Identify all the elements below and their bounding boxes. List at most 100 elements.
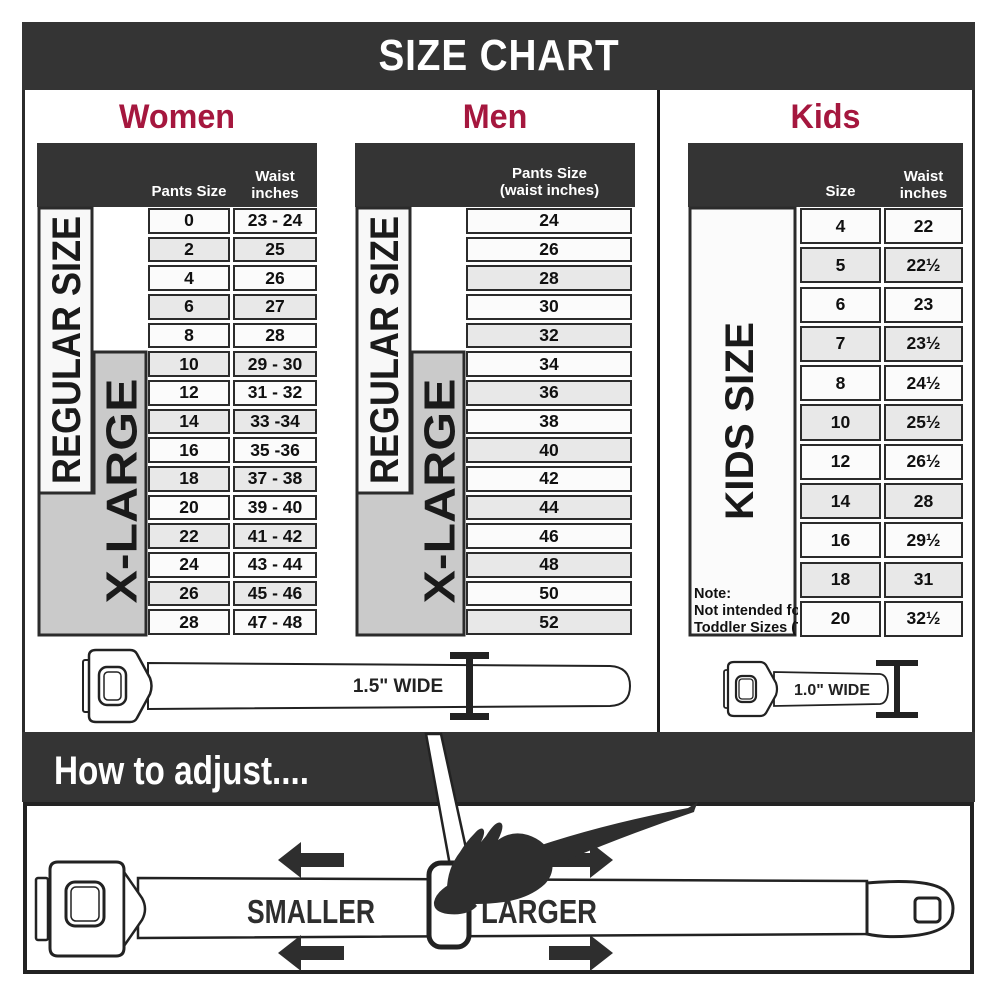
women-pants-size-cell: 24 xyxy=(148,551,230,578)
men-pants-size-cell: 52 xyxy=(466,609,632,635)
kids-belt-illustration: 1.0" WIDE xyxy=(723,660,918,718)
adjust-buckle-hole-inner xyxy=(70,886,100,922)
women-pants-size-cell: 2 xyxy=(148,236,230,263)
kids-waist-cell: 25½ xyxy=(884,404,963,441)
women-pants-size-cell: 28 xyxy=(148,609,230,635)
men-col-header: Pants Size (waist inches) xyxy=(499,164,600,199)
kids-title: Kids xyxy=(790,98,861,136)
kids-width-measure-mark xyxy=(876,660,918,718)
hand-thumb xyxy=(433,882,477,915)
kids-size-cell: 10 xyxy=(800,404,881,441)
men-pants-size-cell: 34 xyxy=(466,351,632,378)
kids-waist-column: 22 22½ 23 23½ 24½ 25½ 26½ 28 29½ 31 32½ xyxy=(884,208,963,637)
page-title: SIZE CHART xyxy=(377,31,620,80)
women-pants-size-column: 0 2 4 6 8 10 12 14 16 18 20 22 24 26 28 xyxy=(148,208,230,635)
kids-size-cell: 16 xyxy=(800,522,881,559)
kids-size-cell: 7 xyxy=(800,325,881,363)
panel-divider xyxy=(657,90,660,732)
kids-waist-cell: 29½ xyxy=(884,522,963,559)
women-title: Women xyxy=(118,98,236,136)
hand-icon xyxy=(446,822,553,904)
men-pants-size-cell: 38 xyxy=(466,408,632,435)
men-title: Men xyxy=(462,98,528,136)
kids-size-cell: 5 xyxy=(800,247,881,284)
kids-waist-cell: 32½ xyxy=(884,600,963,637)
women-waist-cell: 28 xyxy=(233,322,317,349)
adjust-banner xyxy=(22,732,975,802)
women-waist-cell: 45 - 46 xyxy=(233,580,317,607)
men-xlarge-label: X-LARGE xyxy=(416,379,465,604)
men-pants-size-cell: 32 xyxy=(466,322,632,349)
women-waist-cell: 25 xyxy=(233,236,317,263)
kids-buckle-hole-inner xyxy=(738,678,754,700)
men-size-group-labels: REGULAR SIZE X-LARGE xyxy=(355,206,466,637)
kids-waist-cell: 26½ xyxy=(884,443,963,480)
men-pants-size-cell: 28 xyxy=(466,265,632,292)
adult-belt-illustration: 1.5" WIDE xyxy=(82,648,632,724)
women-regular-label: REGULAR SIZE xyxy=(45,216,89,484)
men-pants-size-cell: 30 xyxy=(466,293,632,320)
men-pants-size-cell: 50 xyxy=(466,580,632,607)
kids-size-group-labels: KIDS SIZE Note: Not intended for Toddler… xyxy=(688,206,798,637)
how-to-adjust-section: How to adjust.... SMALLER LARGER xyxy=(22,732,975,974)
kids-size-cell: 20 xyxy=(800,600,881,637)
kids-size-cell: 6 xyxy=(800,286,881,323)
kids-size-region xyxy=(688,206,797,637)
direction-arrows xyxy=(278,842,613,971)
women-pants-size-cell: 12 xyxy=(148,379,230,406)
men-pants-size-cell: 26 xyxy=(466,236,632,263)
kids-waist-cell: 31 xyxy=(884,561,963,598)
kids-waist-cell: 22½ xyxy=(884,247,963,284)
kids-note-line3: Toddler Sizes (T) xyxy=(694,620,798,636)
adjust-title: How to adjust.... xyxy=(54,749,309,793)
kids-belt-width-label: 1.0" WIDE xyxy=(794,682,870,699)
men-pants-size-column: 24 26 28 30 32 34 36 38 40 42 44 46 48 5… xyxy=(466,208,632,635)
men-pants-size-cell: 36 xyxy=(466,379,632,406)
men-pants-size-cell: 24 xyxy=(466,208,632,234)
adult-belt-width-label: 1.5" WIDE xyxy=(353,676,443,697)
women-pants-size-cell: 6 xyxy=(148,293,230,320)
adult-width-measure-mark xyxy=(450,652,489,720)
kids-size-cell: 18 xyxy=(800,561,881,598)
kids-waist-cell: 23½ xyxy=(884,325,963,363)
adjust-buckle-latch xyxy=(122,867,147,951)
women-waist-cell: 39 - 40 xyxy=(233,494,317,521)
women-waist-cell: 23 - 24 xyxy=(233,208,317,234)
women-waist-cell: 33 -34 xyxy=(233,408,317,435)
kids-note-line1: Note: xyxy=(694,586,731,602)
kids-waist-cell: 28 xyxy=(884,482,963,520)
men-pants-size-cell: 40 xyxy=(466,437,632,464)
women-waist-cell: 35 -36 xyxy=(233,437,317,464)
women-waist-cell: 41 - 42 xyxy=(233,523,317,550)
women-pants-size-cell: 20 xyxy=(148,494,230,521)
kids-col1-header: Size xyxy=(825,182,856,200)
women-pants-size-cell: 14 xyxy=(148,408,230,435)
women-size-group-labels: REGULAR SIZE X-LARGE xyxy=(37,206,148,637)
kids-size-cell: 14 xyxy=(800,482,881,520)
larger-arrow-top xyxy=(549,842,613,878)
kids-table-header: Size Waist inches xyxy=(688,143,963,207)
smaller-arrow-top xyxy=(278,842,344,878)
adjust-buckle-tab xyxy=(34,876,50,942)
women-pants-size-cell: 10 xyxy=(148,351,230,378)
men-regular-label: REGULAR SIZE xyxy=(363,216,407,484)
kids-waist-cell: 23 xyxy=(884,286,963,323)
women-pants-size-cell: 18 xyxy=(148,465,230,492)
kids-buckle-hole xyxy=(734,674,758,704)
kids-belt-strap xyxy=(773,671,889,707)
women-pants-size-cell: 26 xyxy=(148,580,230,607)
men-pants-size-cell: 44 xyxy=(466,494,632,521)
adult-buckle-hole-inner xyxy=(103,671,122,701)
belt-end-plate-hole xyxy=(913,896,942,924)
women-col1-header: Pants Size xyxy=(151,182,227,200)
women-table-header: Pants Size Waist inches xyxy=(37,143,317,207)
women-waist-cell: 37 - 38 xyxy=(233,465,317,492)
kids-waist-cell: 22 xyxy=(884,208,963,245)
women-col2-header: Waist inches xyxy=(251,167,299,202)
women-waist-column: 23 - 24 25 26 27 28 29 - 30 31 - 32 33 -… xyxy=(233,208,317,635)
women-regular-region xyxy=(37,206,94,495)
women-xlarge-label: X-LARGE xyxy=(98,379,147,604)
kids-note-line2: Not intended for xyxy=(694,603,798,619)
kids-size-cell: 12 xyxy=(800,443,881,480)
